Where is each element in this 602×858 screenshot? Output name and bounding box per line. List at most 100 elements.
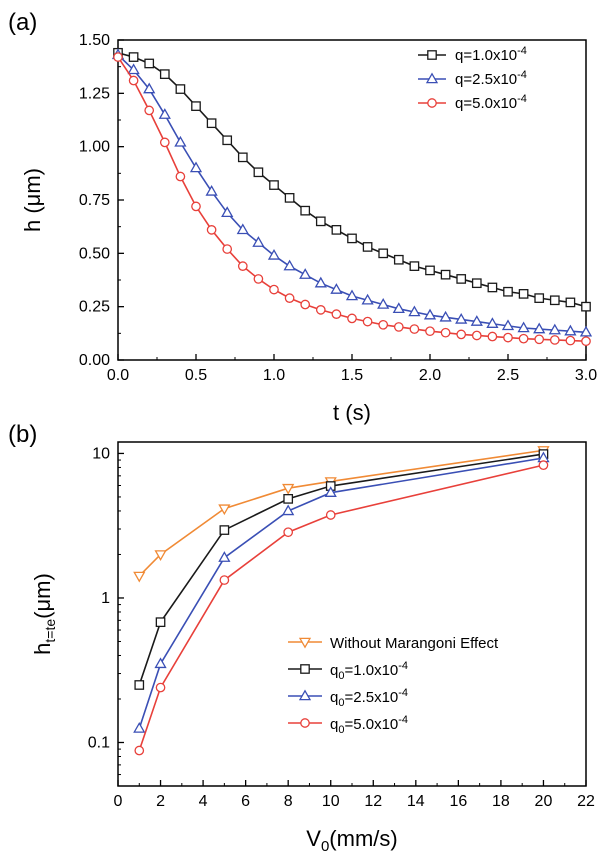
panel-a-legend-label: q=5.0x10-4 [455, 93, 527, 112]
panel-a-data-point [158, 108, 171, 119]
panel-b-series-line [138, 449, 544, 577]
panel-a-data-point [408, 305, 421, 317]
panel-a-data-point [440, 327, 451, 338]
panel-a-data-point [549, 335, 560, 345]
panel-a-y-tick-label: 0.25 [79, 299, 110, 316]
panel-a-data-point [409, 324, 420, 334]
panel-b-x-tick-label: 6 [241, 793, 250, 810]
panel-b-series-line [138, 457, 544, 729]
panel-a-data-point [581, 301, 591, 312]
panel-b-x-axis-title: V0(mm/s) [306, 826, 397, 855]
panel-a-data-point [222, 244, 233, 254]
panel-a-data-point [378, 248, 389, 259]
panel-a-data-point [284, 193, 295, 203]
panel-a-data-point [300, 299, 311, 310]
panel-b-y-tick-label: 10 [92, 445, 110, 462]
panel-a-data-point [378, 319, 389, 330]
panel-a-data-point [175, 84, 186, 94]
panel-b-data-point [155, 682, 166, 693]
panel-b-data-point [282, 504, 295, 516]
panel-a-data-point [487, 282, 498, 293]
panel-b-x-tick-label: 20 [535, 793, 553, 810]
panel-b-series-line [138, 453, 544, 686]
panel-a-y-tick-label: 1.25 [79, 85, 110, 102]
panel-a-x-tick-label: 0.5 [185, 367, 207, 384]
panel-a-data-point [299, 268, 312, 279]
panel-a-data-point [362, 242, 373, 252]
panel-a-data-point [501, 319, 515, 331]
panel-a-legend-marker [425, 72, 439, 84]
panel-b-data-point [283, 527, 294, 538]
panel-a-data-point [237, 152, 248, 163]
panel-b-data-point [283, 494, 294, 504]
panel-a-legend: q=1.0x10-4 q=2.5x10-4 q=5.0x10-4 [418, 45, 527, 112]
panel-a-data-point [565, 297, 576, 308]
panel-a-data-point [315, 216, 326, 227]
panel-b-x-tick-label: 10 [322, 793, 340, 810]
panel-b-legend-marker [300, 664, 310, 674]
panel-a-data-point [269, 284, 279, 295]
panel-a-data-point [548, 323, 561, 335]
panel-b-data-point [218, 551, 231, 562]
panel-b-ticks: 0 2 4 6 8 10 12 14 16 18 20 22 0.1 1 10 [88, 445, 595, 810]
panel-a-data-point [191, 101, 201, 111]
panel-a-data-point [471, 330, 482, 341]
panel-a-data-point [377, 298, 390, 309]
panel-a-data-point [533, 322, 546, 334]
panel-b-data-point [154, 550, 167, 561]
panel-a-data-point [565, 335, 576, 346]
panel-a-data-point [206, 225, 217, 235]
panel-b-y-tick-label: 1 [101, 590, 110, 607]
panel-a-data-point [331, 225, 342, 235]
panel-a-data-point [206, 118, 217, 129]
panel-a-data-point [331, 309, 342, 319]
panel-a-data-point [127, 63, 140, 75]
panel-b-legend-marker [300, 718, 310, 728]
panel-a-data-point [518, 333, 529, 344]
panel-a-data-point [486, 317, 499, 328]
panel-a-data-point [314, 276, 327, 288]
panel-b-data-point [324, 486, 337, 497]
panel-a-data-point [144, 58, 155, 69]
panel-a-data-point [175, 171, 186, 182]
panel-a-data-point [456, 274, 467, 284]
panel-a-data-point [253, 274, 264, 284]
panel-b-legend-label: Without Marangoni Effect [330, 635, 499, 652]
panel-a-data-point [455, 312, 468, 324]
panel-a-data-point [347, 233, 357, 244]
panel-a-y-tick-label: 1.50 [79, 32, 110, 49]
panel-a-x-axis-title: t (s) [333, 400, 371, 425]
panel-a-data-point [440, 269, 451, 280]
panel-b-y-axis-title: ht=te(μm) [30, 573, 58, 655]
panel-a-data-point [128, 52, 139, 62]
panel-a-data-point [393, 322, 404, 332]
panel-a-data-point [439, 310, 452, 322]
panel-b-legend-label: q0=5.0x10-4 [330, 714, 408, 736]
panel-b-x-tick-label: 16 [449, 793, 467, 810]
panel-a-y-tick-label: 1.00 [79, 139, 110, 156]
panel-a-data-point [456, 329, 467, 340]
panel-a-data-point [222, 135, 233, 146]
panel-a-series-3 [113, 52, 591, 347]
panel-a-x-tick-label: 2.0 [419, 367, 441, 384]
panel-a-ticks: 0.0 0.5 1.0 1.5 2.0 2.5 3.0 0.00 0.25 0.50 0.75 1.0… [79, 32, 597, 384]
panel-b-legend-marker [298, 689, 312, 701]
panel-b-data-point [154, 657, 167, 669]
panel-a-x-tick-label: 3.0 [575, 367, 597, 384]
panel-a-data-point [283, 259, 296, 271]
panel-b-legend-marker [298, 637, 312, 649]
panel-a-data-point [392, 302, 405, 314]
panel-a-series-1 [113, 47, 591, 312]
panel-b-data-point [133, 721, 146, 733]
panel-a-legend-label: q=1.0x10-4 [455, 45, 527, 64]
panel-b-x-tick-label: 4 [199, 793, 208, 810]
panel-a-x-tick-label: 0.0 [107, 367, 129, 384]
panel-a-data-point [361, 293, 374, 305]
panel-a-data-point [113, 52, 123, 62]
panel-a-legend-marker [427, 50, 437, 60]
panel-a-data-point [425, 326, 435, 337]
panel-a-y-tick-label: 0.00 [79, 352, 110, 369]
panel-b-data-point [134, 745, 145, 756]
panel-b-x-tick-label: 18 [492, 793, 510, 810]
